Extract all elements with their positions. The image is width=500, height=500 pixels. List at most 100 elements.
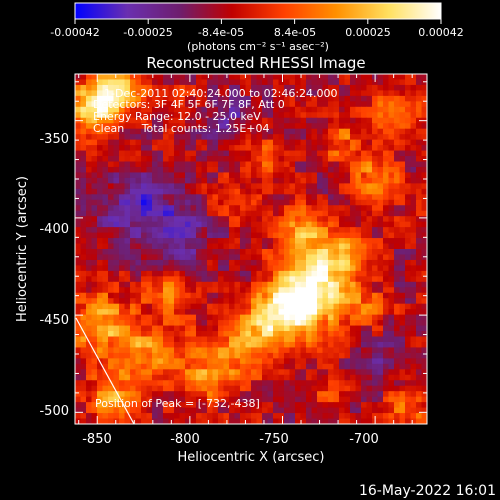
heatmap-cell: [306, 117, 313, 124]
heatmap-cell: [410, 188, 417, 195]
heatmap-cell: [168, 249, 175, 256]
heatmap-cell: [174, 259, 181, 267]
heatmap-cell: [152, 303, 159, 310]
heatmap-cell: [262, 150, 269, 157]
heatmap-cell: [124, 188, 131, 195]
heatmap-cell: [322, 101, 329, 108]
heatmap-cell: [361, 177, 368, 184]
heatmap-cell: [361, 221, 368, 228]
heatmap-cell: [119, 352, 126, 359]
heatmap-cell: [322, 232, 329, 239]
heatmap-cell: [190, 95, 197, 102]
heatmap-cell: [229, 287, 236, 294]
heatmap-cell: [372, 79, 379, 86]
heatmap-cell: [295, 117, 302, 124]
heatmap-cell: [190, 309, 197, 316]
heatmap-cell: [190, 374, 197, 381]
heatmap-cell: [405, 84, 412, 92]
heatmap-cell: [262, 287, 269, 294]
heatmap-cell: [168, 369, 175, 376]
heatmap-cell: [410, 221, 417, 228]
heatmap-cell: [295, 309, 302, 316]
heatmap-cell: [394, 380, 401, 387]
heatmap-cell: [405, 407, 412, 414]
heatmap-cell: [201, 314, 208, 321]
heatmap-cell: [174, 413, 181, 420]
heatmap-cell: [135, 396, 142, 403]
heatmap-cell: [383, 265, 390, 272]
heatmap-cell: [141, 413, 148, 420]
heatmap-cell: [174, 205, 181, 212]
heatmap-cell: [311, 90, 318, 97]
heatmap-cell: [416, 331, 423, 338]
heatmap-cell: [410, 380, 417, 387]
heatmap-cell: [278, 166, 285, 174]
heatmap-cell: [91, 331, 98, 338]
heatmap-cell: [179, 172, 186, 179]
heatmap-cell: [322, 74, 329, 81]
heatmap-cell: [190, 407, 197, 414]
heatmap-cell: [295, 407, 302, 414]
heatmap-cell: [317, 221, 324, 228]
heatmap-cell: [91, 183, 98, 190]
heatmap-cell: [245, 205, 252, 212]
heatmap-cell: [361, 270, 368, 277]
heatmap-cell: [300, 276, 307, 283]
heatmap-cell: [223, 183, 230, 190]
heatmap-cell: [135, 74, 142, 81]
heatmap-cell: [174, 249, 181, 256]
heatmap-cell: [185, 243, 192, 250]
heatmap-cell: [311, 161, 318, 168]
heatmap-cell: [163, 227, 170, 234]
heatmap-cell: [207, 249, 214, 256]
heatmap-cell: [416, 227, 423, 234]
heatmap-cell: [317, 188, 324, 195]
heatmap-cell: [223, 161, 230, 168]
heatmap-cell: [124, 347, 131, 354]
heatmap-cell: [240, 276, 247, 283]
heatmap-cell: [273, 391, 280, 398]
heatmap-cell: [212, 374, 219, 381]
heatmap-cell: [394, 314, 401, 321]
heatmap-cell: [113, 243, 120, 250]
heatmap-cell: [388, 402, 395, 409]
heatmap-cell: [394, 254, 401, 261]
heatmap-cell: [234, 90, 241, 97]
heatmap-cell: [80, 391, 87, 398]
heatmap-cell: [399, 172, 406, 179]
heatmap-cell: [284, 298, 291, 305]
heatmap-cell: [295, 402, 302, 409]
heatmap-cell: [273, 292, 280, 299]
heatmap-cell: [229, 79, 236, 86]
heatmap-cell: [383, 216, 390, 223]
heatmap-cell: [135, 281, 142, 288]
heatmap-cell: [339, 150, 346, 157]
heatmap-cell: [339, 336, 346, 343]
heatmap-cell: [262, 254, 269, 261]
heatmap-cell: [218, 238, 225, 245]
heatmap-cell: [130, 216, 137, 223]
heatmap-cell: [168, 270, 175, 277]
heatmap-cell: [207, 309, 214, 316]
heatmap-cell: [273, 347, 280, 354]
heatmap-cell: [163, 358, 170, 365]
heatmap-cell: [240, 84, 247, 92]
heatmap-cell: [80, 221, 87, 228]
heatmap-cell: [256, 134, 263, 141]
heatmap-cell: [262, 95, 269, 102]
heatmap-cell: [201, 336, 208, 343]
heatmap-cell: [262, 183, 269, 190]
heatmap-cell: [344, 391, 351, 398]
heatmap-cell: [108, 391, 115, 398]
heatmap-cell: [350, 347, 357, 354]
heatmap-cell: [262, 347, 269, 354]
heatmap-cell: [223, 79, 230, 86]
heatmap-cell: [185, 402, 192, 409]
heatmap-cell: [311, 74, 318, 81]
heatmap-cell: [245, 177, 252, 184]
heatmap-cell: [240, 369, 247, 376]
heatmap-cell: [350, 325, 357, 332]
heatmap-cell: [201, 227, 208, 234]
heatmap-cell: [75, 249, 82, 256]
